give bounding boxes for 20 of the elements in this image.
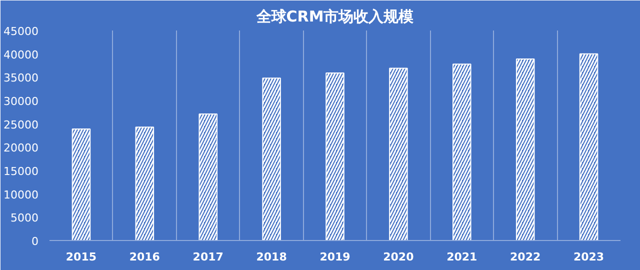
x-tick-label: 2023 [573,250,604,264]
y-tick-label: 5000 [10,212,39,225]
y-tick-label: 35000 [4,72,39,85]
x-tick-label: 2018 [256,250,287,264]
x-tick-label: 2020 [383,250,414,264]
x-tick-label: 2021 [446,250,478,264]
y-tick-label: 20000 [4,142,39,155]
x-tick-label: 2016 [129,250,160,264]
x-tick-label: 2022 [510,250,541,264]
y-tick-label: 45000 [4,25,39,38]
y-tick-label: 15000 [4,165,39,178]
chart-title: 全球CRM市场收入规模 [255,8,415,26]
y-tick-label: 40000 [4,48,39,62]
x-tick-label: 2015 [66,250,97,264]
x-tick-label: 2017 [192,250,224,264]
y-tick-label: 10000 [4,188,39,202]
y-tick-label: 0 [32,235,38,248]
y-tick-label: 25000 [4,118,39,132]
y-tick-label: 30000 [4,95,39,108]
x-tick-label: 2019 [320,250,350,264]
